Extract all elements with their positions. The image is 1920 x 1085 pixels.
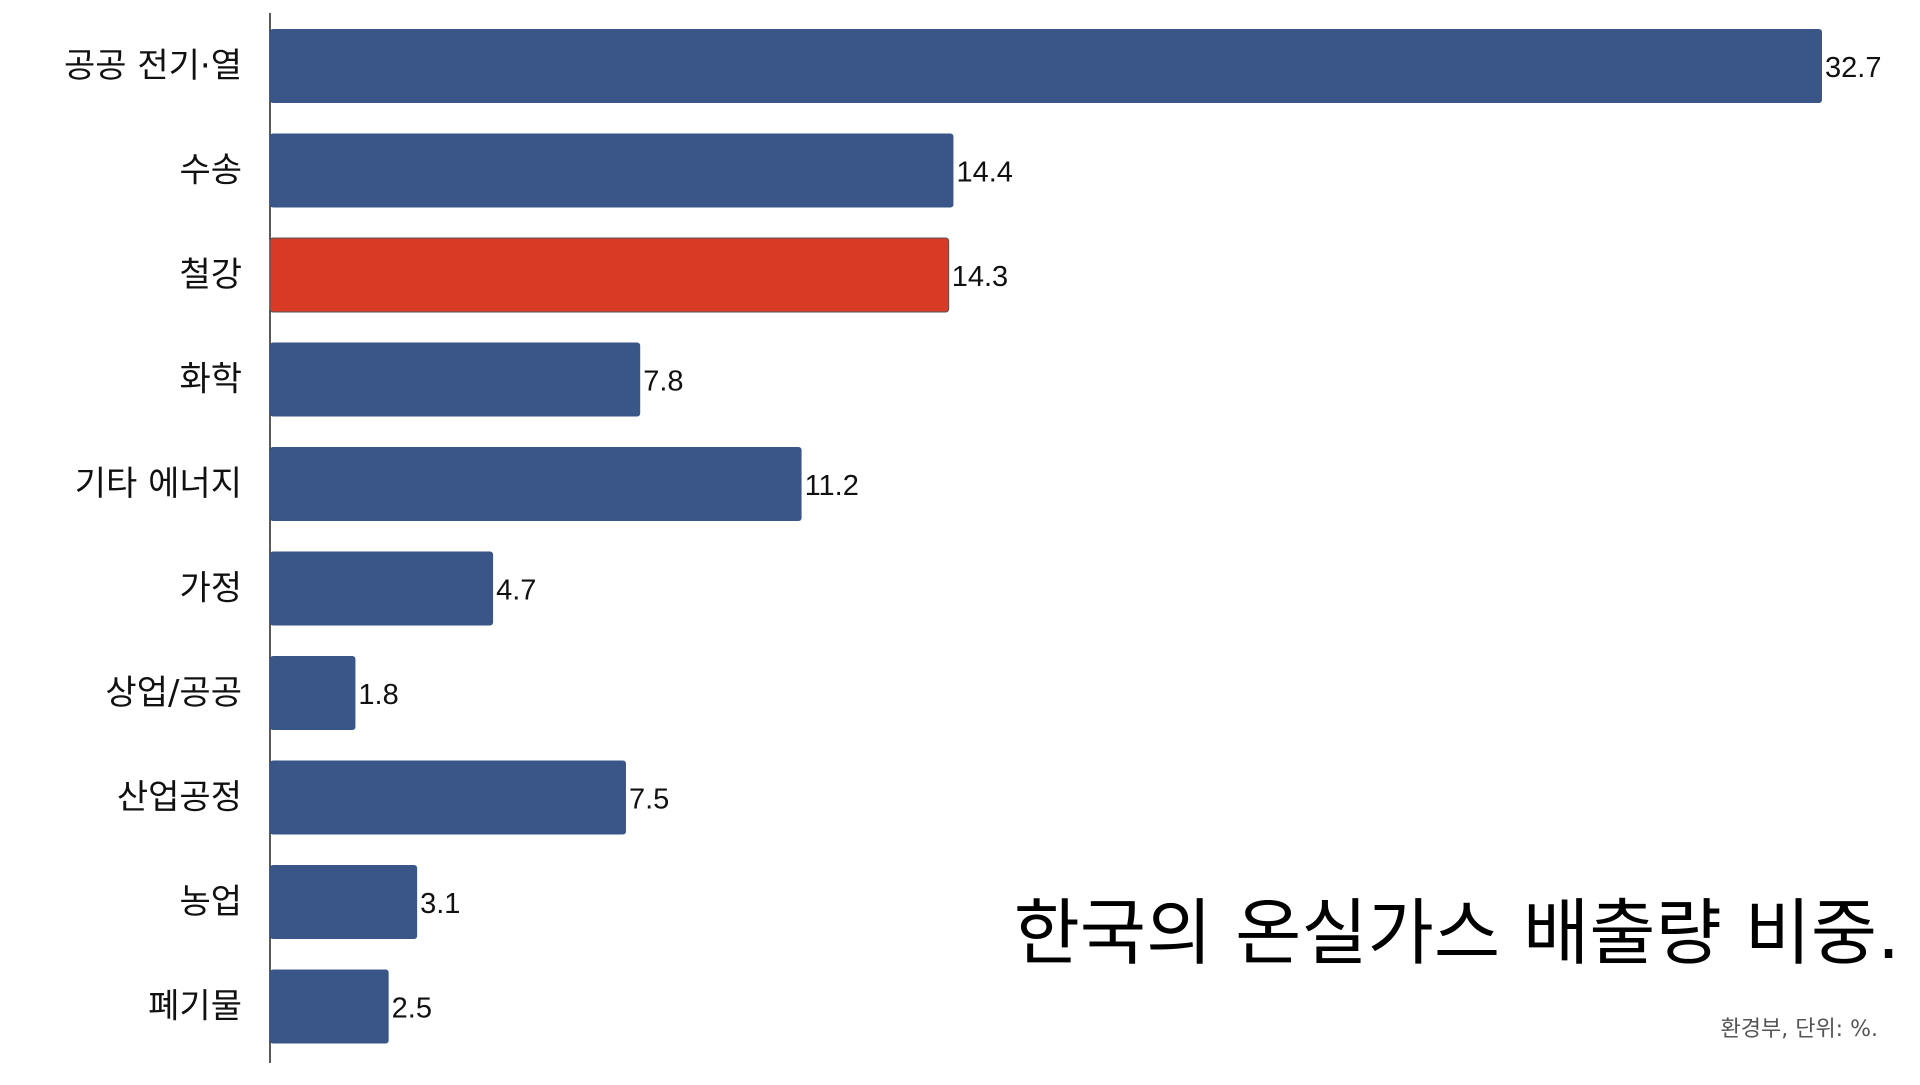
bar [270, 133, 954, 208]
category-label: 공공 전기·열 [64, 46, 242, 86]
category-label: 산업공정 [117, 778, 242, 818]
chart-title: 한국의 온실가스 배출량 비중. [1014, 891, 1900, 975]
bar [270, 760, 626, 835]
category-label: 농업 [179, 882, 242, 922]
value-labels: 32.7 14.4 14.3 7.8 11.2 4.7 1.8 7.5 3.1 2.5 [358, 52, 1881, 1025]
category-label: 철강 [179, 255, 242, 295]
value-label: 7.8 [643, 366, 683, 398]
category-label: 상업/공공 [105, 673, 242, 713]
value-label: 1.8 [358, 679, 398, 711]
bar [270, 969, 389, 1044]
value-label: 4.7 [496, 575, 536, 607]
chart-source-note: 환경부, 단위: %. [1721, 1017, 1879, 1042]
category-label: 화학 [179, 360, 242, 400]
bar-highlighted [269, 237, 950, 313]
value-label: 3.1 [420, 888, 460, 920]
bar [270, 656, 356, 730]
category-label: 수송 [179, 151, 242, 191]
value-label: 14.3 [952, 261, 1008, 293]
bar [270, 551, 494, 626]
value-label: 14.4 [956, 157, 1012, 189]
value-label: 11.2 [805, 470, 859, 502]
category-label: 가정 [179, 569, 242, 609]
bar [270, 29, 1822, 103]
bar [270, 447, 802, 521]
category-label: 폐기물 [148, 987, 242, 1027]
bar [270, 342, 641, 417]
value-label: 7.5 [629, 784, 669, 816]
bar [270, 865, 418, 939]
bars-layer [269, 29, 1822, 1044]
value-label: 32.7 [1825, 52, 1881, 84]
category-label: 기타 에너지 [75, 464, 242, 504]
value-label: 2.5 [392, 993, 432, 1025]
